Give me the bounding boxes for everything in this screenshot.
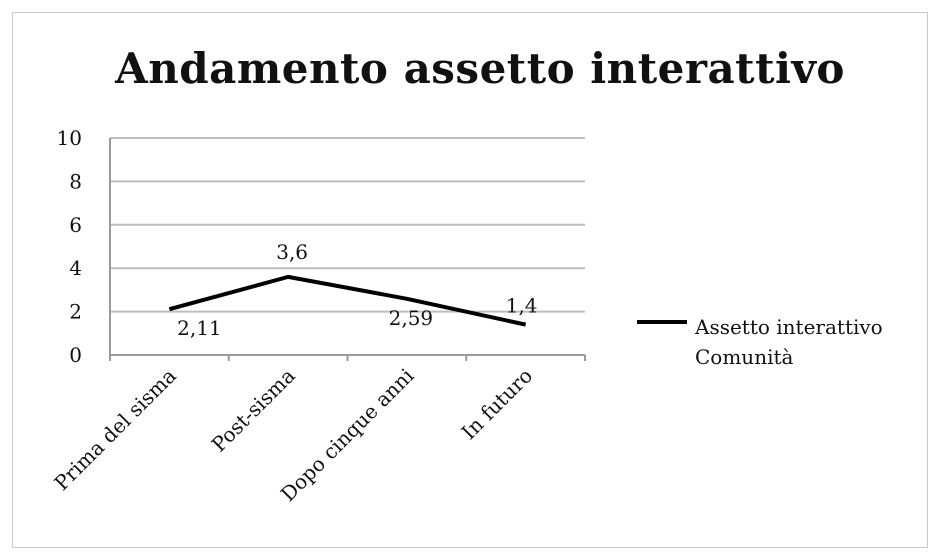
y-tick-label: 0	[69, 343, 82, 367]
y-tick-label: 4	[69, 256, 82, 280]
data-label: 3,6	[276, 240, 308, 264]
x-category-label: Dopo cinque anni	[276, 364, 419, 507]
data-label: 1,4	[506, 294, 538, 318]
y-tick-label: 6	[69, 213, 82, 237]
chart-frame	[12, 12, 928, 548]
x-category-label: Prima del sisma	[49, 364, 180, 495]
x-category-label: Post-sisma	[207, 364, 300, 457]
series-line	[168, 274, 527, 327]
y-tick-label: 2	[69, 300, 82, 324]
y-tick-label: 10	[57, 126, 82, 150]
x-category-label: In futuro	[457, 364, 538, 445]
data-label: 2,11	[177, 316, 222, 340]
legend-line-swatch	[637, 320, 687, 324]
chart-title: Andamento assetto interattivo	[115, 44, 845, 93]
y-tick-label: 8	[69, 169, 82, 193]
legend-label: Assetto interattivo Comunità	[695, 315, 883, 369]
data-label: 2,59	[389, 306, 434, 330]
